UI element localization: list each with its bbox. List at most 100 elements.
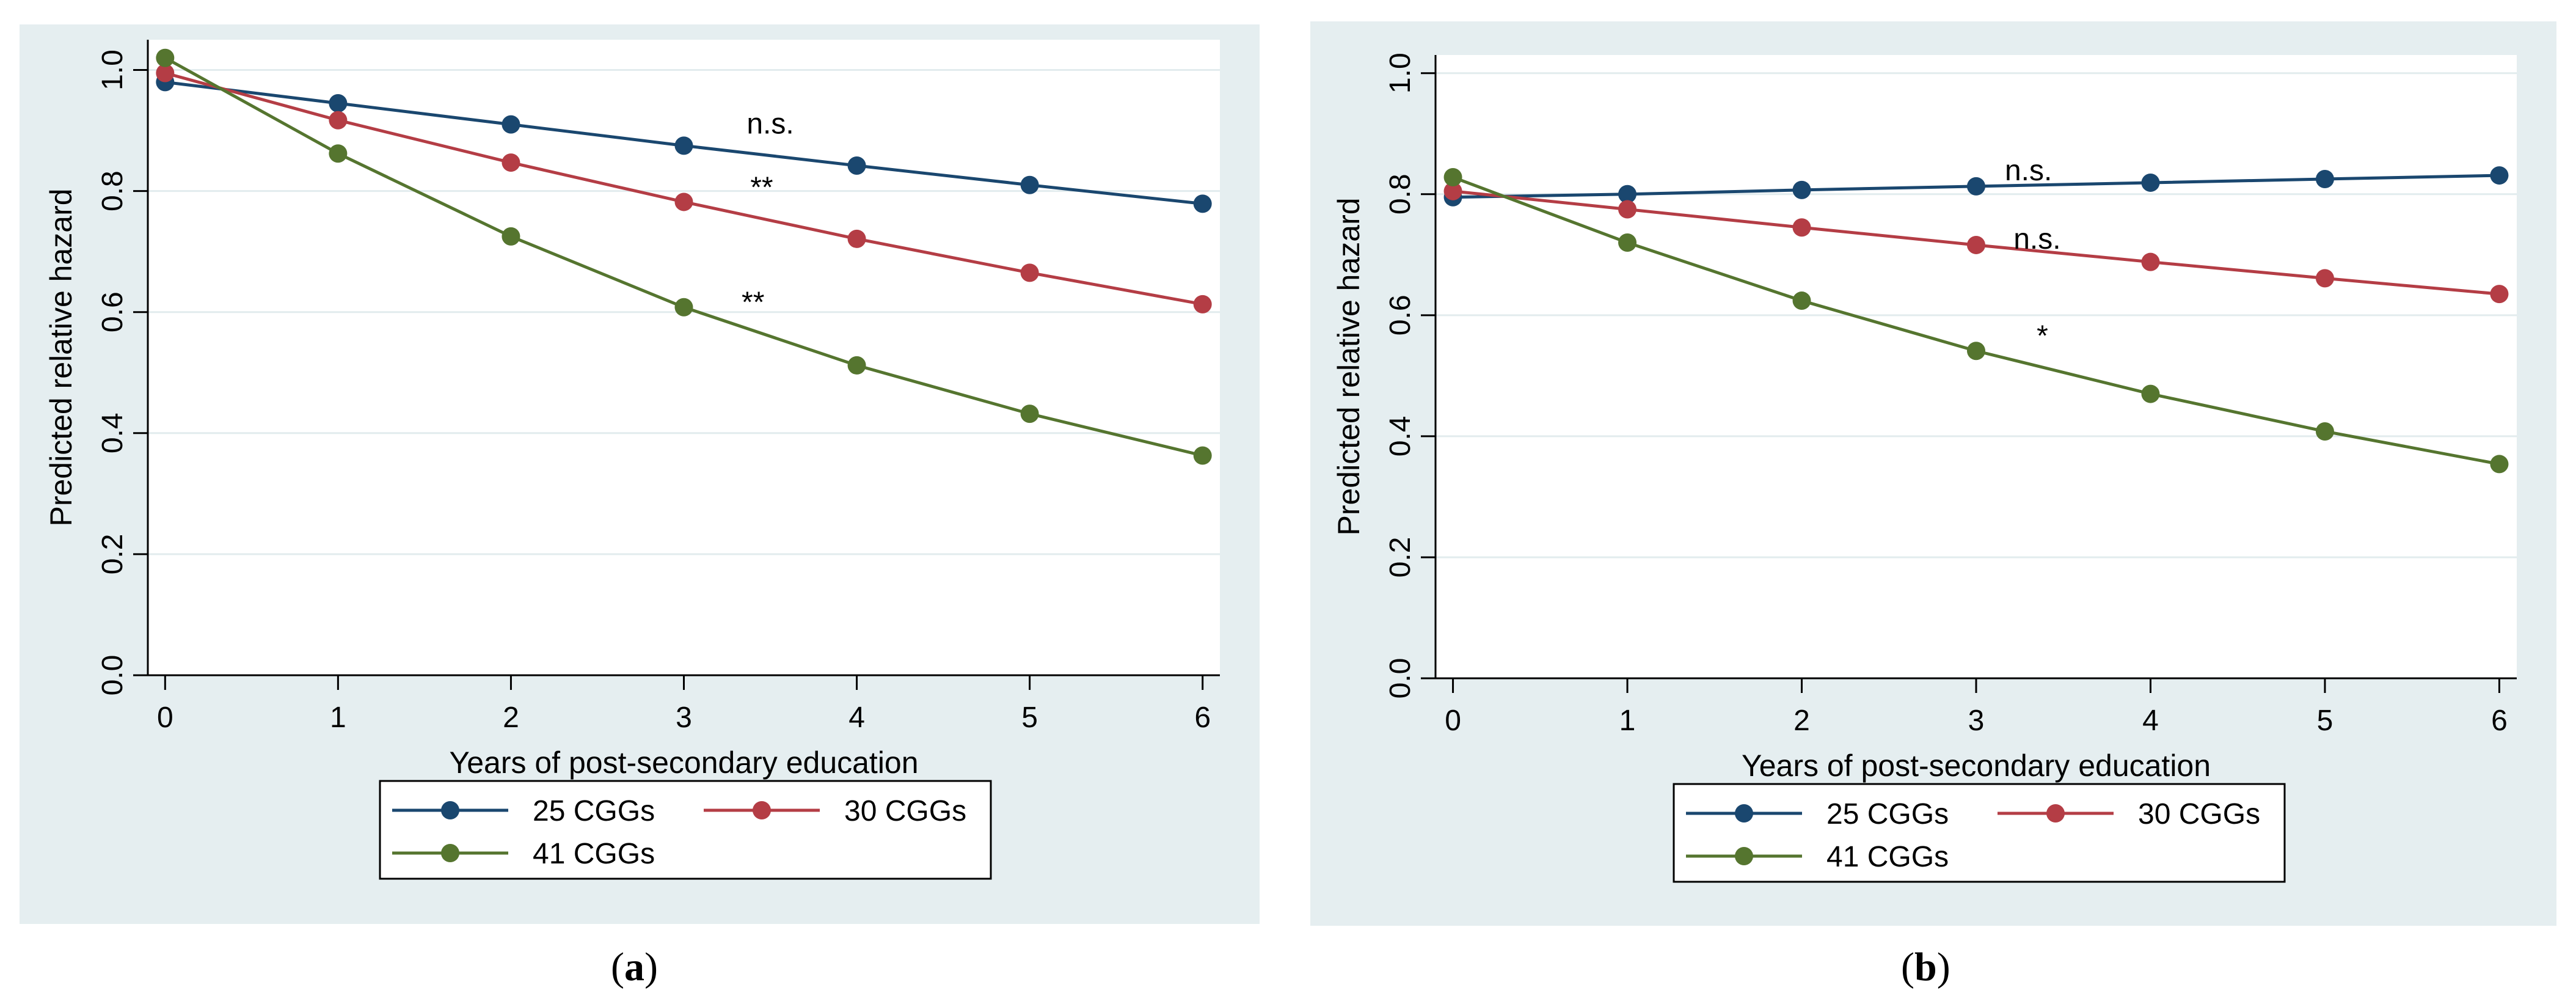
- c1-x-tick-label: 2: [1793, 705, 1810, 737]
- c0-data-point-s0: [847, 156, 866, 175]
- c1-y-tick-label: 0.6: [1384, 295, 1417, 335]
- c1-legend-box: [1673, 783, 2286, 883]
- c1-data-point-s2: [1792, 291, 1811, 310]
- c1-y-tick-label: 0.0: [1384, 658, 1417, 699]
- c0-legend-marker-0: [441, 801, 459, 819]
- c0-data-point-s0: [674, 136, 693, 155]
- c0-data-point-s0: [1193, 194, 1212, 213]
- c0-y-axis-label: Predicted relative hazard: [44, 188, 78, 526]
- c0-data-point-s0: [1020, 175, 1039, 194]
- c0-x-tick-label: 0: [157, 702, 173, 734]
- c1-data-point-s0: [2490, 166, 2509, 185]
- c0-significance-annotation: **: [750, 172, 773, 204]
- c1-x-tick-label: 3: [1968, 705, 1985, 737]
- c1-data-point-s1: [1618, 200, 1637, 219]
- c0-data-point-s1: [329, 111, 348, 130]
- caption-b-label: b: [1914, 945, 1937, 989]
- c1-x-axis-label: Years of post-secondary education: [1742, 749, 2211, 783]
- c0-y-tick-label: 0.4: [97, 412, 129, 453]
- c0-legend-marker-2: [441, 844, 459, 862]
- c1-data-point-s1: [1443, 181, 1462, 200]
- c1-legend-label-2: 41 CGGs: [1826, 841, 1949, 873]
- c0-data-point-s1: [674, 192, 693, 211]
- c0-y-tick-label: 0.8: [97, 170, 129, 211]
- c1-legend-label-1: 30 CGGs: [2138, 798, 2260, 830]
- c0-data-point-s0: [329, 94, 348, 112]
- caption-b: (b): [1901, 945, 1950, 989]
- c1-data-point-s2: [2141, 384, 2160, 403]
- c0-data-point-s1: [1193, 295, 1212, 313]
- c1-data-point-s1: [2141, 252, 2160, 271]
- c0-x-tick-label: 4: [848, 702, 865, 734]
- c1-significance-annotation: *: [2037, 320, 2048, 352]
- c0-legend-marker-1: [753, 801, 771, 819]
- c1-x-tick-label: 5: [2317, 705, 2333, 737]
- c0-data-point-s2: [674, 298, 693, 317]
- c0-data-point-s1: [1020, 263, 1039, 282]
- c0-x-tick-label: 2: [503, 702, 519, 734]
- c1-plot-area: [1436, 55, 2517, 678]
- c1-data-point-s2: [2490, 455, 2509, 474]
- c1-data-point-s0: [1967, 177, 1985, 196]
- c1-y-tick-label: 0.2: [1384, 537, 1417, 578]
- c1-y-tick-label: 0.4: [1384, 416, 1417, 457]
- c1-data-point-s1: [1967, 235, 1985, 254]
- c0-x-tick-label: 6: [1194, 702, 1211, 734]
- c0-data-point-s1: [847, 229, 866, 248]
- c1-data-point-s2: [1618, 233, 1637, 252]
- chart-panel-b: 0.0 0.2 0.4 0.6 0.8 1.0 Predicted relative haz…: [1310, 21, 2556, 926]
- c1-data-point-s2: [1443, 168, 1462, 187]
- c1-legend-marker-1: [2046, 804, 2065, 823]
- c0-y-tick-label: 0.6: [97, 291, 129, 332]
- line-chart-b: 0.0 0.2 0.4 0.6 0.8 1.0 Predicted relative haz…: [1332, 53, 2517, 883]
- c1-x-tick-label: 0: [1445, 705, 1461, 737]
- c0-y-tick-label: 0.2: [97, 534, 129, 575]
- c0-data-point-s1: [156, 64, 175, 82]
- c0-legend-box: [379, 780, 992, 880]
- c1-legend-marker-2: [1735, 847, 1753, 865]
- c1-significance-annotation: n.s.: [2005, 155, 2052, 187]
- c1-x-tick-label: 1: [1619, 705, 1636, 737]
- c1-y-tick-label: 1.0: [1384, 53, 1417, 93]
- c1-y-axis-label: Predicted relative hazard: [1332, 197, 1366, 535]
- c0-significance-annotation: **: [742, 287, 764, 319]
- c1-data-point-s0: [2315, 170, 2334, 189]
- c0-x-tick-label: 5: [1021, 702, 1038, 734]
- c1-x-tick-label: 6: [2491, 705, 2508, 737]
- c0-data-point-s2: [329, 144, 348, 163]
- c0-y-tick-label: 1.0: [97, 49, 129, 90]
- c1-significance-annotation: n.s.: [2013, 223, 2060, 255]
- caption-a-label: a: [624, 945, 644, 989]
- c1-data-point-s0: [2141, 173, 2160, 192]
- c1-legend-marker-0: [1735, 804, 1753, 823]
- c1-x-tick-label: 4: [2142, 705, 2159, 737]
- chart-panel-a: 0.0 0.2 0.4 0.6 0.8 1.0 Predicted relative haz…: [20, 24, 1260, 924]
- caption-a: (a): [611, 945, 658, 989]
- c0-data-point-s2: [1193, 446, 1212, 465]
- c1-data-point-s1: [2315, 269, 2334, 288]
- c0-data-point-s1: [502, 153, 520, 172]
- c0-legend-label-2: 41 CGGs: [533, 838, 655, 870]
- c1-data-point-s2: [1967, 342, 1985, 361]
- c0-x-tick-label: 1: [330, 702, 346, 734]
- c0-significance-annotation: n.s.: [746, 108, 794, 141]
- c0-x-tick-label: 3: [676, 702, 692, 734]
- c1-data-point-s1: [2490, 285, 2509, 304]
- c0-legend-label-0: 25 CGGs: [533, 795, 655, 827]
- c0-plot-area: [148, 40, 1220, 675]
- line-chart-a: 0.0 0.2 0.4 0.6 0.8 1.0 Predicted relative haz…: [44, 40, 1220, 880]
- c1-data-point-s1: [1792, 218, 1811, 237]
- c1-data-point-s0: [1618, 185, 1637, 203]
- c0-data-point-s2: [156, 48, 175, 67]
- c1-y-tick-label: 0.8: [1384, 174, 1417, 214]
- c0-data-point-s0: [502, 115, 520, 134]
- c0-data-point-s2: [502, 227, 520, 246]
- c1-data-point-s2: [2315, 422, 2334, 441]
- c0-legend-label-1: 30 CGGs: [844, 795, 966, 827]
- c0-y-tick-label: 0.0: [97, 655, 129, 696]
- c1-legend-label-0: 25 CGGs: [1826, 798, 1949, 830]
- c0-data-point-s2: [847, 356, 866, 375]
- c0-data-point-s2: [1020, 405, 1039, 423]
- c0-x-axis-label: Years of post-secondary education: [449, 746, 918, 780]
- c1-data-point-s0: [1792, 180, 1811, 199]
